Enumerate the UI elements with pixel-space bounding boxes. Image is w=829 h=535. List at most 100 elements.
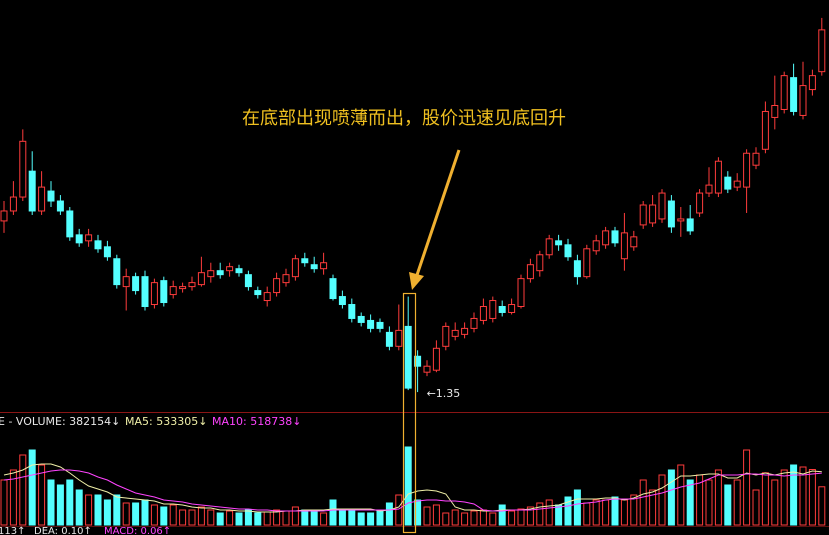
- volume-bar: [141, 499, 149, 526]
- candle-body: [357, 315, 365, 323]
- volume-bar: [705, 479, 713, 526]
- volume-bar: [376, 509, 384, 526]
- volume-bar: [94, 494, 102, 526]
- candle-body: [263, 292, 271, 302]
- legend-entry: MA5: 533305↓: [125, 415, 207, 428]
- macd-label: DEA: 0.10↑: [34, 526, 92, 535]
- candle-body: [479, 306, 487, 321]
- volume-bar: [273, 509, 281, 526]
- volume-bar: [761, 472, 769, 526]
- candle-body: [207, 270, 215, 278]
- volume-bar: [733, 479, 741, 526]
- volume-bar: [470, 510, 478, 526]
- candle-body: [555, 240, 563, 246]
- candle-body: [620, 232, 628, 260]
- volume-bar: [357, 512, 365, 526]
- price-pane: ←1.35: [0, 17, 826, 400]
- volume-bar: [338, 509, 346, 526]
- volume-bar: [573, 489, 581, 526]
- highlight-box: [402, 292, 417, 534]
- candle-body: [705, 184, 713, 194]
- candle-body: [197, 272, 205, 286]
- candle-body: [743, 152, 751, 188]
- volume-bar: [197, 506, 205, 526]
- candle-body: [404, 325, 412, 389]
- candle-body: [19, 140, 27, 198]
- volume-bar: [658, 474, 666, 526]
- candle-body: [442, 325, 450, 347]
- volume-bar: [66, 479, 74, 526]
- volume-bar: [677, 464, 685, 526]
- volume-header: E - VOLUME: 382154↓ MA5: 533305↓ MA10: 518…: [0, 415, 301, 428]
- candle-body: [461, 327, 469, 335]
- volume-bar: [367, 512, 375, 526]
- volume-bar: [526, 506, 534, 526]
- candle-body: [573, 260, 581, 278]
- candle-body: [47, 190, 55, 202]
- candle-body: [649, 204, 657, 224]
- candle-body: [733, 180, 741, 188]
- volume-bar: [808, 469, 816, 526]
- volume-bar: [395, 494, 403, 526]
- candle-body: [771, 104, 779, 118]
- candle-body: [367, 319, 375, 329]
- volume-bar: [179, 509, 187, 526]
- volume-bar: [19, 454, 27, 526]
- volume-bar: [545, 499, 553, 526]
- macd-label: 113↑: [0, 526, 25, 535]
- volume-bar: [517, 508, 525, 526]
- candle-body: [348, 304, 356, 319]
- candle-body: [686, 218, 694, 232]
- macd-label: MACD: 0.06↑: [104, 526, 171, 535]
- candle-body: [780, 75, 788, 110]
- volume-bar: [555, 504, 563, 526]
- candle-body: [395, 329, 403, 347]
- volume-bar: [47, 479, 55, 526]
- candle-body: [329, 278, 337, 300]
- candle-body: [9, 196, 17, 212]
- volume-bar: [385, 502, 393, 526]
- candle-body: [0, 210, 8, 222]
- volume-bar: [169, 504, 177, 526]
- volume-bar: [508, 510, 516, 526]
- volume-bar: [451, 509, 459, 526]
- candle-body: [66, 210, 74, 238]
- volume-bar: [75, 489, 83, 526]
- candle-body: [122, 276, 130, 288]
- candle-body: [28, 170, 36, 212]
- candle-body: [611, 230, 619, 244]
- volume-bar: [291, 506, 299, 526]
- volume-bar: [28, 449, 36, 526]
- legend-entry: E - VOLUME: 382154↓: [0, 415, 120, 428]
- volume-ma-line: [3, 469, 822, 512]
- volume-bar: [263, 511, 271, 526]
- candle-body: [160, 280, 168, 304]
- candle-body: [56, 200, 64, 212]
- volume-bar: [216, 512, 224, 526]
- volume-bar: [329, 499, 337, 526]
- candle-body: [602, 230, 610, 246]
- candle-body: [169, 286, 177, 296]
- volume-bar: [771, 479, 779, 526]
- volume-bar: [282, 510, 290, 526]
- candle-body: [724, 176, 732, 190]
- candle-body: [376, 321, 384, 329]
- volume-bar: [479, 509, 487, 526]
- candle-body: [188, 282, 196, 288]
- volume-bar: [38, 464, 46, 526]
- candle-body: [498, 306, 506, 313]
- volume-bar: [536, 502, 544, 526]
- volume-bar: [226, 510, 234, 526]
- volume-bar: [207, 509, 215, 526]
- volume-bar: [752, 489, 760, 526]
- volume-bar: [254, 512, 262, 526]
- candle-body: [310, 264, 318, 270]
- volume-bar: [150, 504, 158, 526]
- candle-body: [385, 331, 393, 347]
- candle-body: [808, 75, 816, 91]
- candle-body: [244, 274, 252, 288]
- volume-bar: [113, 494, 121, 526]
- volume-bar: [686, 479, 694, 526]
